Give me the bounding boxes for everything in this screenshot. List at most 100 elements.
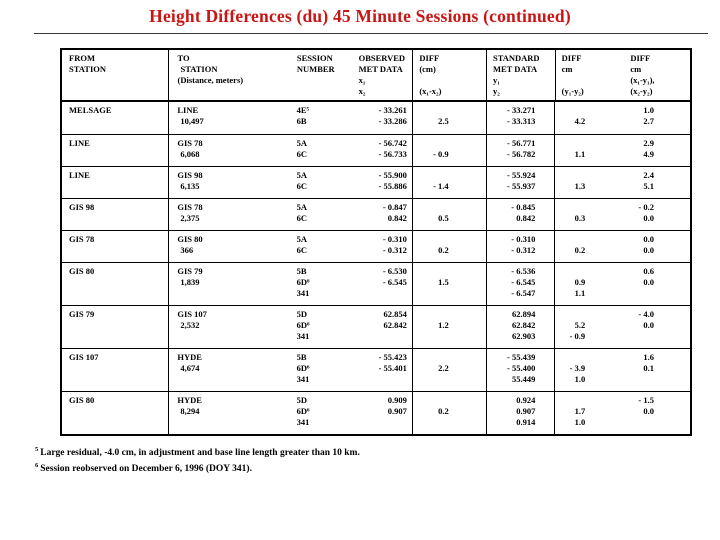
cell-line: 6,135: [180, 181, 200, 191]
cell-line: 0.2: [574, 245, 586, 255]
cell-line: x₂: [358, 86, 366, 96]
cell-line: 6D⁶: [296, 363, 310, 373]
cell-diff-standard: 1.7 1.0: [555, 392, 624, 434]
cell-diff-standard: 1.1: [555, 135, 624, 166]
cell-line: 5A: [296, 170, 308, 180]
cell-line: 2.9: [643, 138, 654, 148]
cell-line: 5D: [296, 395, 308, 405]
cell-line: 62.903: [512, 331, 536, 341]
cell-line: 1.7: [574, 406, 586, 416]
cell-line: y₁: [492, 75, 500, 85]
cell-observed: - 55.423- 55.401: [352, 349, 413, 391]
footnote-large-residual: 5 Large residual, -4.0 cm, in adjustment …: [35, 444, 695, 460]
cell-diff-cross: 2.4 5.1: [624, 167, 690, 198]
cell-line: - 33.261: [378, 105, 407, 115]
cell-line: STANDARD: [492, 53, 540, 63]
cell-line: GIS 78: [177, 202, 203, 212]
cell-line: 0.0: [643, 320, 654, 330]
cell-to: GIS 78 6,068: [169, 135, 290, 166]
cell-line: GIS 80: [69, 395, 95, 405]
cell-line: 6D⁶: [296, 277, 310, 287]
cell-line: 0.9: [574, 277, 586, 287]
table-header-row: FROM STATION TO STATION (Distance, meters) SE…: [62, 50, 690, 102]
cell-line: - 55.937: [507, 181, 536, 191]
cell-line: 2.4: [643, 170, 654, 180]
cell-diff-cross: - 1.5 0.0: [624, 392, 690, 434]
cell-line: - 33.313: [507, 116, 536, 126]
cell-standard: - 33.271- 33.313: [487, 102, 556, 134]
cell-line: [555, 266, 585, 277]
cell-line: - 6.530: [382, 266, 407, 276]
cell-line: 2,532: [180, 320, 200, 330]
cell-line: [413, 395, 449, 406]
cell-line: 0.0: [643, 245, 654, 255]
cell-line: [413, 266, 449, 277]
cell-line: [555, 234, 585, 245]
cell-line: 2.7: [643, 116, 654, 126]
cell-from: MELSAGE: [62, 102, 170, 134]
cell-line: - 6.536: [511, 266, 536, 276]
cell-line: 1.3: [574, 181, 586, 191]
cell-session: 5B 6D⁶ 341: [291, 263, 353, 305]
header-diff-standard: DIFF cm (y₁-y₂): [556, 50, 625, 100]
cell-standard: - 55.924- 55.937: [487, 167, 556, 198]
cell-line: - 55.886: [378, 181, 407, 191]
cell-line: - 56.782: [507, 149, 536, 159]
cell-standard: - 0.845 0.842: [487, 199, 556, 230]
cell-line: - 55.924: [507, 170, 536, 180]
cell-from: GIS 80: [62, 392, 170, 434]
cell-diff-observed: 0.2: [413, 392, 487, 434]
cell-line: GIS 78: [69, 234, 95, 244]
cell-line: (cm): [419, 64, 436, 74]
cell-line: 0.2: [438, 406, 449, 416]
cell-line: 0.842: [387, 213, 407, 223]
header-diff-cross: DIFF cm (x₁-y₁), (x₂-y₂): [624, 50, 690, 100]
cell-line: 1.5: [438, 277, 449, 287]
cell-line: - 6.545: [382, 277, 407, 287]
cell-session: 4E⁵ 6B: [291, 102, 353, 134]
table-row: LINE GIS 78 6,068 5A 6C - 56.742- 56.733 - 0.…: [62, 134, 690, 166]
cell-to: GIS 80 366: [169, 231, 290, 262]
cell-line: MET DATA: [492, 64, 538, 74]
cell-line: [555, 138, 585, 149]
cell-line: 0.5: [438, 213, 449, 223]
table-row: GIS 79 GIS 107 2,532 5D 6D⁶ 341 62.854 62.842 1…: [62, 305, 690, 348]
cell-observed: - 0.310- 0.312: [352, 231, 413, 262]
cell-line: GIS 98: [177, 170, 203, 180]
cell-from: GIS 107: [62, 349, 170, 391]
cell-to: HYDE 4,674: [169, 349, 290, 391]
cell-line: GIS 78: [177, 138, 203, 148]
cell-line: DIFF: [561, 53, 582, 63]
cell-line: 6D⁶: [296, 406, 310, 416]
cell-line: 0.3: [574, 213, 586, 223]
cell-line: - 55.400: [507, 363, 536, 373]
cell-line: (x₁-x₂): [419, 86, 442, 96]
table-row: GIS 78 GIS 80 366 5A 6C - 0.310- 0.312 0.2- 0…: [62, 230, 690, 262]
cell-standard: 0.924 0.907 0.914: [487, 392, 556, 434]
cell-line: cm: [630, 64, 642, 74]
cell-line: 1.1: [574, 288, 586, 298]
cell-line: 341: [296, 417, 310, 427]
cell-line: - 0.312: [382, 245, 407, 255]
cell-line: DIFF: [630, 53, 651, 63]
cell-line: [555, 202, 585, 213]
cell-line: [413, 202, 449, 213]
cell-session: 5D 6D⁶ 341: [291, 306, 353, 348]
table-row: MELSAGE LINE 10,497 4E⁵ 6B - 33.261- 33.286 2…: [62, 102, 690, 134]
cell-line: - 1.5: [638, 395, 654, 405]
cell-line: [413, 234, 449, 245]
cell-line: 10,497: [180, 116, 204, 126]
cell-diff-cross: - 4.0 0.0: [624, 306, 690, 348]
table-row: GIS 98 GIS 78 2,375 5A 6C - 0.847 0.842 0.5- 0…: [62, 198, 690, 230]
cell-line: GIS 98: [69, 202, 95, 212]
cell-line: x₁: [358, 75, 366, 85]
cell-line: LINE: [69, 170, 90, 180]
cell-diff-cross: 1.0 2.7: [624, 102, 690, 134]
cell-line: cm: [561, 64, 573, 74]
cell-diff-cross: - 0.2 0.0: [624, 199, 690, 230]
cell-line: 5B: [296, 352, 307, 362]
cell-diff-observed: - 1.4: [413, 167, 487, 198]
cell-line: - 0.312: [511, 245, 536, 255]
cell-line: - 56.733: [378, 149, 407, 159]
